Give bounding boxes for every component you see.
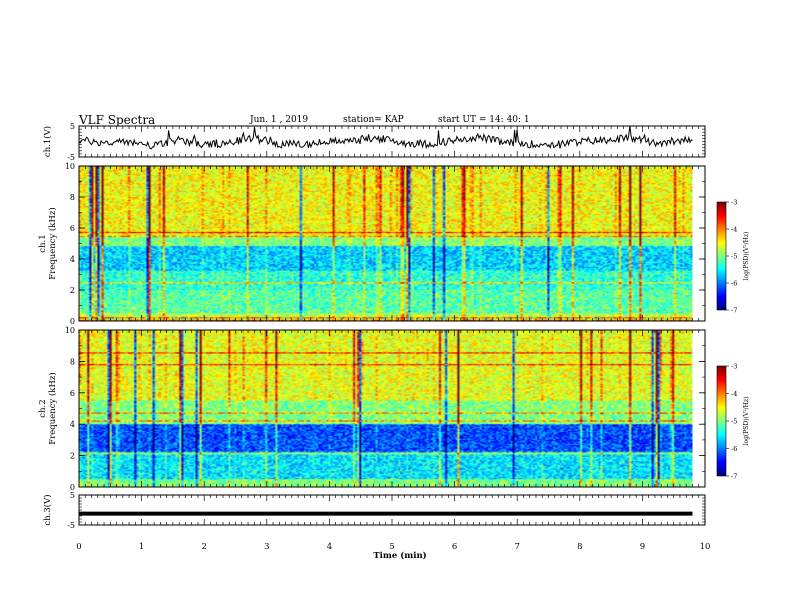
ch1-waveform-line xyxy=(78,125,693,150)
colorbar-label: log(PSD)(V²/Hz) xyxy=(743,397,750,446)
y-tick-label: 2 xyxy=(70,286,75,295)
x-tick-label: 4 xyxy=(327,542,332,552)
ch2-spectrogram-image xyxy=(79,330,693,487)
y-tick-label: -5 xyxy=(67,521,75,530)
y-tick-label: 10 xyxy=(65,162,75,171)
y-axis-label: ch.1 xyxy=(38,234,48,252)
y-axis-label: Frequency (kHz) xyxy=(47,207,58,279)
y-tick-label: -5 xyxy=(67,153,75,162)
y-tick-label: 10 xyxy=(65,326,75,335)
y-axis-label: ch.2 xyxy=(38,399,48,417)
y-tick-label: 5 xyxy=(70,122,75,131)
colorbar-tick-label: -4 xyxy=(731,226,737,234)
colorbar-tick-label: -5 xyxy=(731,418,737,426)
y-axis-label: ch.3(V) xyxy=(42,494,53,525)
colorbar xyxy=(717,366,726,476)
x-tick-label: 7 xyxy=(514,542,519,552)
y-tick-label: 6 xyxy=(70,389,75,398)
colorbar-tick-label: -6 xyxy=(731,445,737,453)
figure-title: VLF Spectra xyxy=(79,113,156,127)
colorbar-tick-label: -7 xyxy=(731,307,737,315)
header-start-time: start UT = 14: 40: 1 xyxy=(438,115,530,125)
colorbar-tick-label: -3 xyxy=(731,199,737,207)
x-tick-label: 6 xyxy=(452,542,457,552)
y-tick-label: 2 xyxy=(70,452,75,461)
x-axis-label: Time (min) xyxy=(373,550,426,561)
x-tick-label: 0 xyxy=(76,542,81,552)
y-tick-label: 6 xyxy=(70,224,75,233)
y-tick-label: 4 xyxy=(70,420,75,429)
colorbar-tick-label: -4 xyxy=(731,390,737,398)
ch1-spectrogram-image xyxy=(79,166,693,321)
y-axis-label: Frequency (kHz) xyxy=(47,372,58,444)
x-tick-label: 8 xyxy=(577,542,582,552)
header-date: Jun. 1 , 2019 xyxy=(250,115,309,125)
y-tick-label: 5 xyxy=(70,491,75,500)
y-tick-label: 0 xyxy=(70,317,75,326)
x-tick-label: 2 xyxy=(201,542,206,552)
x-tick-label: 5 xyxy=(389,542,394,552)
y-axis-label: ch.1(V) xyxy=(42,126,53,157)
x-tick-label: 9 xyxy=(640,542,645,552)
colorbar-label: log(PSD)(V²/Hz) xyxy=(743,232,750,281)
x-tick-label: 3 xyxy=(264,542,269,552)
y-tick-label: 4 xyxy=(70,255,75,264)
colorbar-tick-label: -5 xyxy=(731,253,737,261)
header-station: station= KAP xyxy=(343,115,404,125)
colorbar-tick-label: -7 xyxy=(731,473,737,481)
y-tick-label: 8 xyxy=(70,193,75,202)
colorbar xyxy=(717,202,726,310)
y-tick-label: 8 xyxy=(70,357,75,366)
colorbar-tick-label: -6 xyxy=(731,280,737,288)
x-tick-label: 1 xyxy=(139,542,144,552)
colorbar-tick-label: -3 xyxy=(731,363,737,371)
x-tick-label: 10 xyxy=(700,542,711,552)
y-tick-label: 0 xyxy=(70,483,75,492)
